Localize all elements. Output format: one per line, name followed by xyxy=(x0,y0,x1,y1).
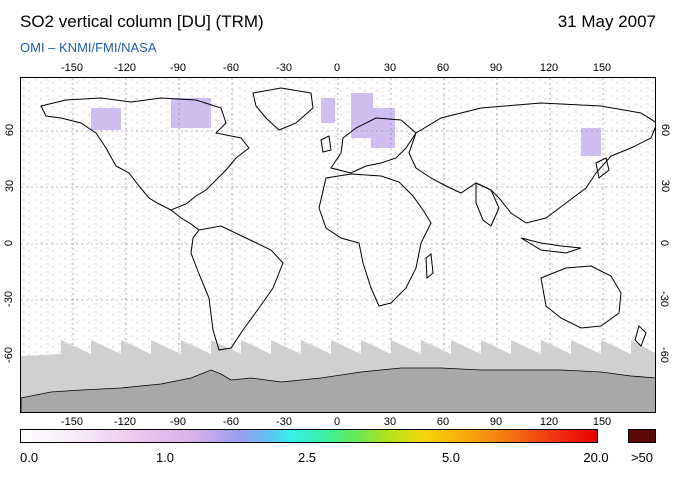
lat-tick-right: 0 xyxy=(658,239,671,247)
india xyxy=(475,182,500,227)
lat-tick-left: -30 xyxy=(2,291,15,307)
lon-tick-top: 90 xyxy=(489,62,503,74)
greenland xyxy=(252,87,314,131)
lon-tick-bottom: -90 xyxy=(170,416,186,428)
world-map-svg xyxy=(21,78,655,412)
lat-tick-right: -60 xyxy=(657,347,670,363)
lon-tick-top: 60 xyxy=(436,62,450,74)
map-title: SO2 vertical column [DU] (TRM) xyxy=(20,12,264,31)
lon-tick-bottom: -150 xyxy=(60,416,84,428)
overflow-color-box xyxy=(628,429,656,443)
africa xyxy=(318,173,432,307)
new-zealand xyxy=(634,325,647,347)
south-america xyxy=(190,225,284,351)
scale-label: 0.0 xyxy=(20,450,39,465)
lon-tick-bottom: -30 xyxy=(276,416,292,428)
japan xyxy=(595,157,610,179)
central-america xyxy=(170,209,200,231)
australia xyxy=(540,265,622,329)
lon-tick-top: 120 xyxy=(539,62,559,74)
scale-label: 1.0 xyxy=(155,450,175,465)
lat-tick-right: -30 xyxy=(657,291,670,307)
lon-tick-bottom: -60 xyxy=(223,416,239,428)
lon-tick-bottom: -120 xyxy=(113,416,137,428)
overflow-label: >50 xyxy=(630,450,654,465)
scale-label: 20.0 xyxy=(583,450,609,465)
lon-tick-bottom: 0 xyxy=(333,416,341,428)
lon-tick-bottom: 60 xyxy=(436,416,450,428)
lon-tick-top: -90 xyxy=(170,62,186,74)
lat-tick-left: 0 xyxy=(3,239,16,247)
lon-tick-bottom: 120 xyxy=(539,416,559,428)
british-isles xyxy=(320,135,332,153)
so2-color-scale xyxy=(20,429,598,443)
lon-tick-top: 150 xyxy=(592,62,612,74)
asia xyxy=(408,102,655,224)
antarctica xyxy=(21,367,655,412)
data-source: OMI – KNMI/FMI/NASA xyxy=(20,40,157,55)
lon-tick-bottom: 90 xyxy=(489,416,503,428)
lon-tick-bottom: 30 xyxy=(383,416,397,428)
scale-label: 5.0 xyxy=(441,450,461,465)
so2-world-map xyxy=(20,77,656,413)
map-date: 31 May 2007 xyxy=(557,12,656,31)
lat-tick-right: 30 xyxy=(659,179,672,193)
lon-tick-top: -120 xyxy=(113,62,137,74)
scale-label: 2.5 xyxy=(297,450,317,465)
coastlines xyxy=(40,87,655,351)
lon-tick-top: -30 xyxy=(276,62,292,74)
lon-tick-top: 30 xyxy=(383,62,397,74)
lon-tick-top: -60 xyxy=(223,62,239,74)
lat-tick-left: -60 xyxy=(2,347,15,363)
madagascar xyxy=(425,253,434,280)
north-america xyxy=(40,97,250,211)
indonesia xyxy=(520,237,582,254)
lat-tick-left: 60 xyxy=(4,123,17,137)
lat-tick-right: 60 xyxy=(659,123,672,137)
lat-tick-left: 30 xyxy=(4,179,17,193)
so2-enhancement-patches xyxy=(91,93,601,156)
lon-tick-bottom: 150 xyxy=(592,416,612,428)
lon-tick-top: -150 xyxy=(60,62,84,74)
lon-tick-top: 0 xyxy=(333,62,341,74)
